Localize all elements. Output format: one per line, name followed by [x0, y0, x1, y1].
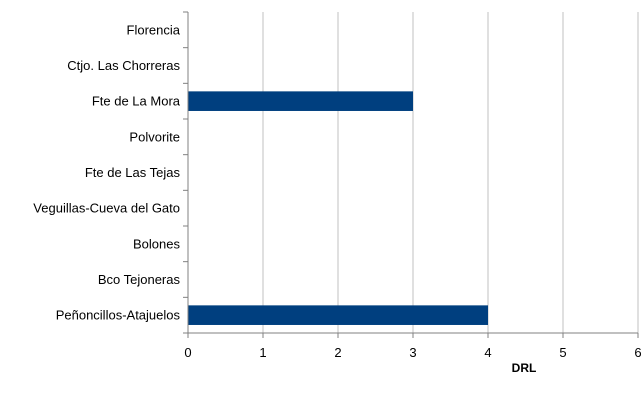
x-tick-label-2: 2 [334, 345, 341, 360]
x-tick-label-5: 5 [559, 345, 566, 360]
bar-layer [188, 91, 488, 325]
x-axis-title: DRL [512, 361, 537, 375]
category-label: Fte de Las Tejas [85, 165, 181, 180]
x-tick-label-4: 4 [484, 345, 491, 360]
category-label: Veguillas-Cueva del Gato [33, 201, 180, 216]
label-layer: 0 1 2 3 4 5 6 Florencia Ctjo. Las Chorreras Fte d… [33, 22, 641, 360]
x-tick-label-3: 3 [409, 345, 416, 360]
category-label: Peñoncillos-Atajuelos [56, 308, 181, 323]
x-tick-label-0: 0 [184, 345, 191, 360]
x-tick-label-1: 1 [259, 345, 266, 360]
x-tick-label-6: 6 [634, 345, 641, 360]
axis-layer [183, 11, 639, 338]
bar-2 [188, 91, 413, 111]
category-label: Bco Tejoneras [98, 272, 181, 287]
grid-layer [262, 12, 639, 333]
category-label: Florencia [127, 22, 181, 37]
category-label: Bolones [133, 236, 180, 251]
category-label: Ctjo. Las Chorreras [67, 58, 180, 73]
bar-8 [188, 305, 488, 325]
category-label: Polvorite [129, 129, 180, 144]
category-label: Fte de La Mora [92, 94, 181, 109]
